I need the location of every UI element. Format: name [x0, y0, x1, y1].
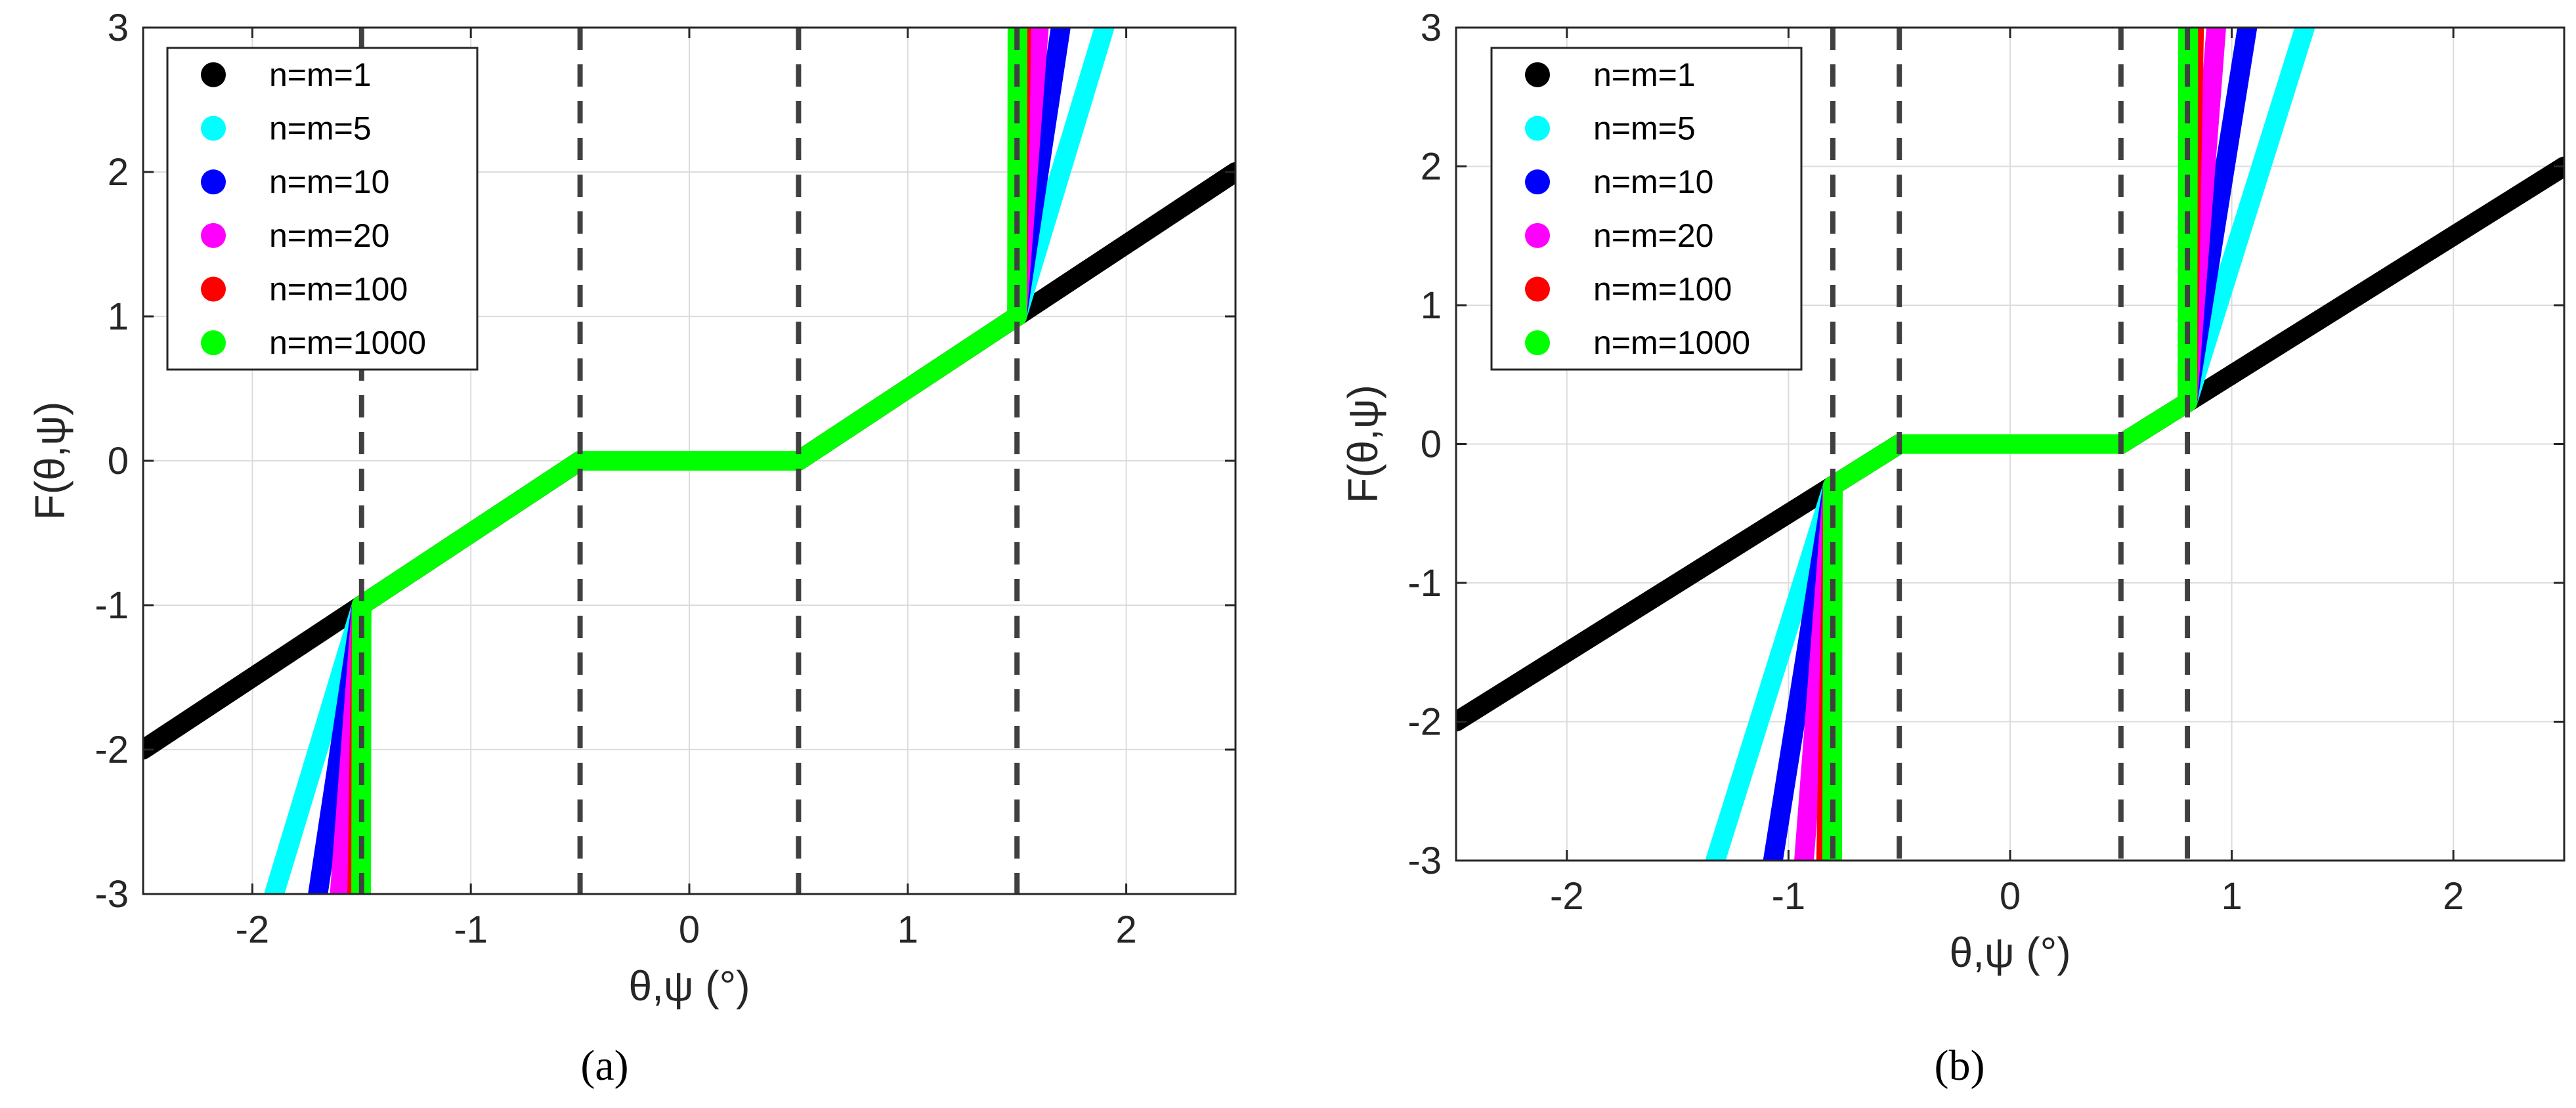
- legend-marker: [1525, 330, 1550, 356]
- legend-marker: [201, 276, 226, 302]
- legend-entry-label: n=m=1: [1593, 56, 1696, 93]
- x-tick-label: 0: [2000, 875, 2021, 918]
- legend-box: [166, 47, 479, 371]
- y-tick-label: -2: [1407, 701, 1442, 744]
- legend-marker: [201, 223, 226, 248]
- x-tick-label: -2: [236, 908, 270, 951]
- legend-entry-label: n=m=10: [1593, 163, 1713, 200]
- chart-panel-a: -2 -1 0 1 2 -3 -2 -1 0 1 2 3 θ,ψ (°) F(θ,ψ) n=m=1 n=m=5…: [26, 7, 1237, 1090]
- panel-label: (a): [580, 1042, 628, 1090]
- legend-entry-label: n=m=100: [1593, 271, 1732, 308]
- legend-entry-label: n=m=1000: [269, 324, 426, 361]
- legend-marker: [1525, 276, 1550, 302]
- legend-entry-label: n=m=1000: [1593, 324, 1750, 361]
- y-tick-label: 0: [108, 440, 129, 482]
- x-tick-label: 2: [2443, 875, 2464, 918]
- legend-marker: [201, 330, 226, 356]
- plot-area: [1456, 28, 2564, 861]
- plot-area: [143, 28, 1235, 894]
- legend-entry-label: n=m=20: [269, 217, 389, 254]
- y-tick-label: 3: [1421, 7, 1442, 49]
- legend-marker: [201, 62, 226, 87]
- y-tick-label: 2: [108, 151, 129, 194]
- legend-marker: [1525, 169, 1550, 195]
- y-axis-label: F(θ,ψ): [1339, 385, 1386, 503]
- y-tick-label: 0: [1421, 423, 1442, 466]
- y-axis-label: F(θ,ψ): [26, 402, 74, 521]
- legend-entry-label: n=m=100: [269, 271, 408, 308]
- legend-marker: [201, 169, 226, 195]
- legend-marker: [1525, 116, 1550, 141]
- y-tick-label: -3: [1407, 840, 1442, 882]
- y-tick-label: -1: [95, 584, 129, 627]
- x-tick-label: 1: [2221, 875, 2242, 918]
- y-tick-label: 1: [1421, 284, 1442, 327]
- x-tick-label: 2: [1115, 908, 1136, 951]
- y-tick-label: -2: [95, 729, 129, 771]
- y-tick-label: -3: [95, 873, 129, 916]
- y-tick-label: 1: [108, 295, 129, 338]
- legend-marker: [201, 116, 226, 141]
- legend-box: [1490, 47, 1803, 371]
- legend-marker: [1525, 223, 1550, 248]
- x-axis-label: θ,ψ (°): [629, 962, 750, 1010]
- x-tick-label: 1: [897, 908, 918, 951]
- y-tick-label: 3: [108, 7, 129, 49]
- chart-panel-b: -2 -1 0 1 2 -3 -2 -1 0 1 2 3 θ,ψ (°) F(θ,ψ) n=m=1 n=m=5…: [1339, 7, 2565, 1090]
- legend-marker: [1525, 62, 1550, 87]
- legend-entry-label: n=m=5: [1593, 110, 1696, 147]
- x-axis-label: θ,ψ (°): [1950, 929, 2071, 976]
- legend-entry-label: n=m=5: [269, 110, 372, 147]
- y-tick-label: -1: [1407, 562, 1442, 605]
- legend-entry-label: n=m=20: [1593, 217, 1713, 254]
- y-tick-label: 2: [1421, 146, 1442, 188]
- legend-entry-label: n=m=1: [269, 56, 372, 93]
- x-tick-label: -1: [1772, 875, 1806, 918]
- x-tick-label: -1: [454, 908, 488, 951]
- x-tick-label: 0: [679, 908, 700, 951]
- x-tick-label: -2: [1550, 875, 1584, 918]
- legend-entry-label: n=m=10: [269, 163, 389, 200]
- panel-label: (b): [1935, 1042, 1985, 1090]
